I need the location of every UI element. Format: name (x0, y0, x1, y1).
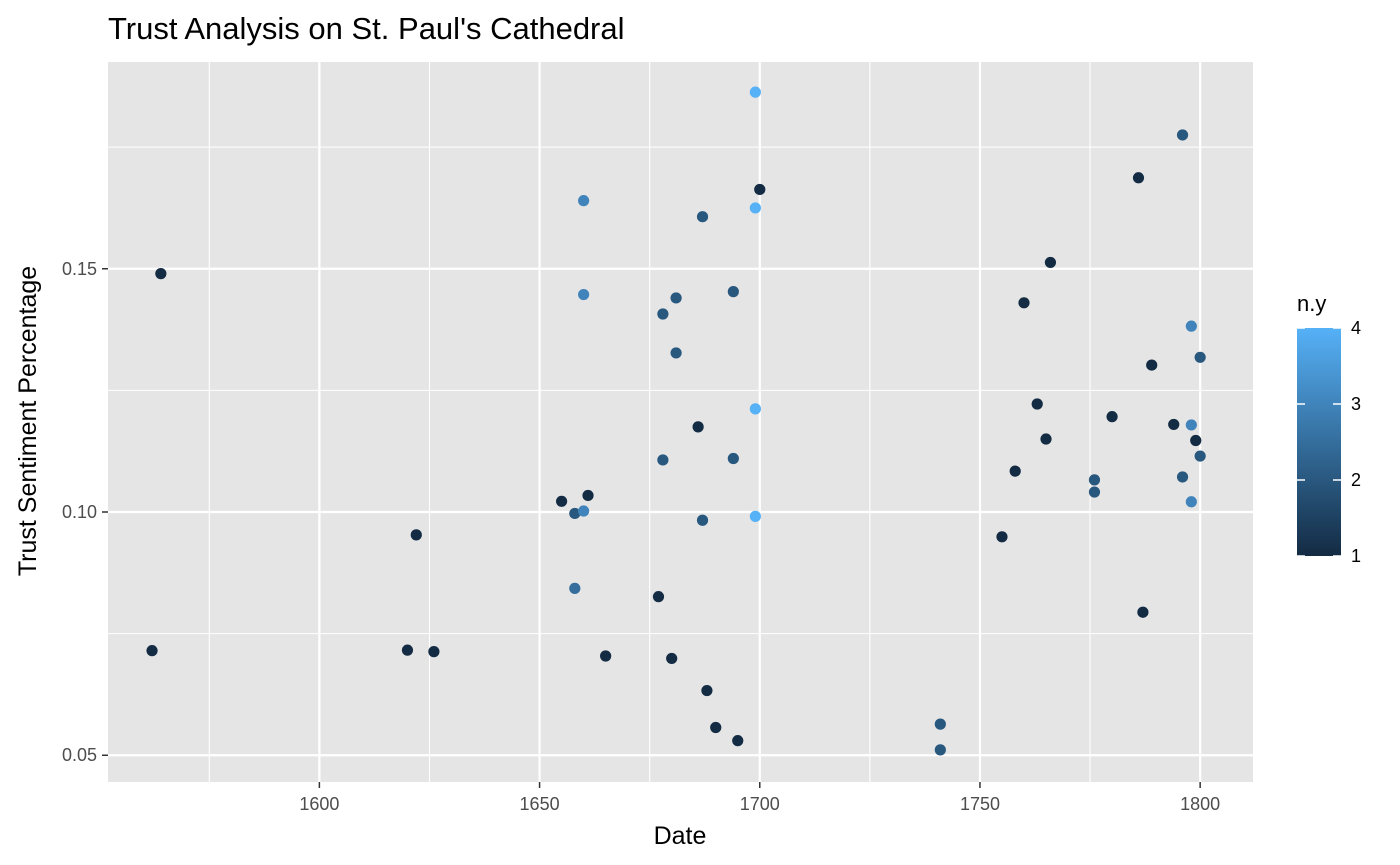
data-point (1137, 606, 1149, 618)
data-point (1185, 320, 1197, 332)
colorbar-tick-label: 3 (1351, 394, 1361, 414)
data-point (934, 718, 946, 730)
colorbar-legend: n.y 1 2 3 4 (1297, 291, 1361, 566)
chart-title: Trust Analysis on St. Paul's Cathedral (108, 11, 625, 46)
major-gridlines (108, 62, 1253, 782)
data-point (401, 644, 414, 656)
colorbar-tick-label: 1 (1351, 546, 1361, 566)
data-point (996, 531, 1008, 543)
data-point (1009, 465, 1021, 477)
data-point (749, 510, 761, 522)
data-point (934, 744, 946, 756)
data-point (1146, 359, 1158, 371)
x-tick-label: 1650 (520, 794, 560, 814)
data-point (732, 735, 744, 747)
data-point (1044, 256, 1057, 269)
data-point (1176, 471, 1189, 483)
data-point (710, 721, 722, 734)
y-tick-label: 0.15 (62, 259, 97, 279)
data-point (1088, 486, 1101, 498)
colorbar-tick-label: 4 (1351, 318, 1361, 338)
data-point (749, 403, 761, 415)
data-point (666, 652, 678, 665)
data-point (555, 495, 568, 507)
data-point (1185, 496, 1197, 508)
data-point (1031, 398, 1043, 410)
data-point (652, 591, 665, 603)
data-point (1194, 450, 1206, 462)
y-tick-label: 0.05 (62, 745, 97, 765)
x-tick-label: 1750 (960, 794, 1000, 814)
x-axis-ticks: 1600 1650 1700 1750 1800 (299, 782, 1220, 814)
data-point (696, 211, 709, 223)
x-tick-label: 1800 (1180, 794, 1220, 814)
data-point (582, 489, 594, 502)
data-point (754, 183, 766, 196)
data-point (657, 308, 669, 320)
data-point (155, 268, 167, 280)
data-point (692, 421, 704, 433)
data-point (578, 288, 590, 301)
data-point (657, 454, 669, 466)
plot-panel (108, 62, 1253, 782)
colorbar-ticks: 1 2 3 4 (1297, 318, 1361, 566)
y-axis-title: Trust Sentiment Percentage (14, 266, 42, 576)
data-point (670, 292, 682, 304)
x-tick-label: 1600 (299, 794, 339, 814)
data-points (146, 86, 1206, 756)
data-point (1132, 172, 1145, 184)
x-axis-title: Date (654, 822, 707, 850)
data-point (600, 650, 612, 662)
data-point (1088, 474, 1101, 486)
colorbar (1297, 328, 1341, 556)
data-point (1106, 411, 1118, 423)
data-point (727, 452, 739, 465)
data-point (727, 286, 739, 298)
legend-title: n.y (1297, 291, 1326, 316)
data-point (749, 202, 761, 214)
data-point (670, 347, 682, 359)
data-point (1194, 351, 1206, 363)
data-point (1018, 297, 1030, 309)
data-point (410, 529, 422, 541)
data-point (1176, 129, 1189, 141)
y-axis-ticks: 0.05 0.10 0.15 (62, 259, 108, 765)
data-point (578, 195, 590, 207)
data-point (1040, 433, 1052, 445)
minor-gridlines (108, 62, 1253, 782)
data-point (701, 684, 713, 697)
colorbar-tick-label: 2 (1351, 470, 1361, 490)
data-point (1190, 434, 1202, 447)
data-point (569, 582, 581, 594)
data-point (428, 646, 440, 658)
data-point (1168, 418, 1180, 431)
data-point (749, 86, 761, 98)
x-tick-label: 1700 (740, 794, 780, 814)
y-tick-label: 0.10 (62, 502, 97, 522)
data-point (146, 645, 158, 657)
data-point (578, 505, 590, 517)
data-point (569, 507, 581, 520)
data-point (696, 514, 709, 526)
data-point (1185, 419, 1197, 431)
